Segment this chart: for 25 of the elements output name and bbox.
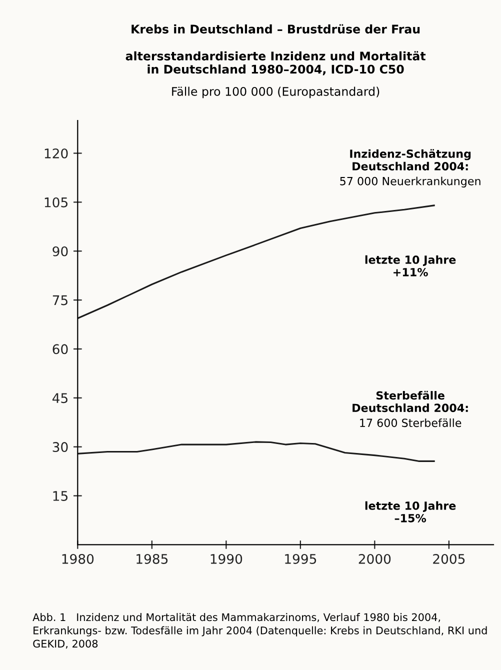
x-tick-label: 1980: [62, 554, 94, 564]
annotation: letzte 10 Jahre –15%: [365, 501, 456, 522]
annotation: Sterbefälle Deutschland 2004:: [352, 390, 468, 412]
y-axis-title: Fälle pro 100 000 (Europastandard): [172, 86, 380, 98]
line-series: [78, 441, 435, 462]
y-tick-label: 45: [52, 393, 68, 404]
y-tick-label: 15: [53, 491, 68, 501]
chart-title: Krebs in Deutschland – Brustdrüse der Frau: [132, 24, 420, 34]
annotation: 57 000 Neuerkrankungen: [340, 176, 480, 188]
x-tick-label: 1990: [210, 554, 242, 564]
chart-subtitle: altersstandardisierte Inzidenz und Mortalität in Deutschland 1980–2004, ICD-10 C50: [126, 51, 426, 76]
x-tick-label: 1985: [136, 554, 168, 564]
annotation: letzte 10 Jahre +11%: [365, 255, 456, 276]
y-tick-label: 75: [52, 295, 68, 306]
caption: Abb. 1 Inzidenz und Mortalität des Mammakarzinoms, Verlauf 1980 bis 2004, Erkrankungs- bzw. Todesfälle im Jahr 2004 (Datenquelle: Krebs in Deutschland, RKI und GEKID, 2008: [32, 613, 487, 649]
x-tick-label: 2000: [358, 554, 391, 564]
x-tick-label: 1995: [285, 554, 316, 564]
annotation: Inzidenz-Schätzung Deutschland 2004:: [350, 149, 471, 170]
annotation: 17 600 Sterbefälle: [360, 418, 462, 428]
x-tick-label: 2005: [433, 554, 465, 564]
y-tick-label: 120: [44, 148, 68, 158]
y-tick-label: 90: [52, 246, 68, 256]
y-tick-label: 30: [52, 442, 68, 452]
y-tick-label: 105: [44, 197, 68, 208]
y-tick-label: 60: [52, 344, 68, 354]
